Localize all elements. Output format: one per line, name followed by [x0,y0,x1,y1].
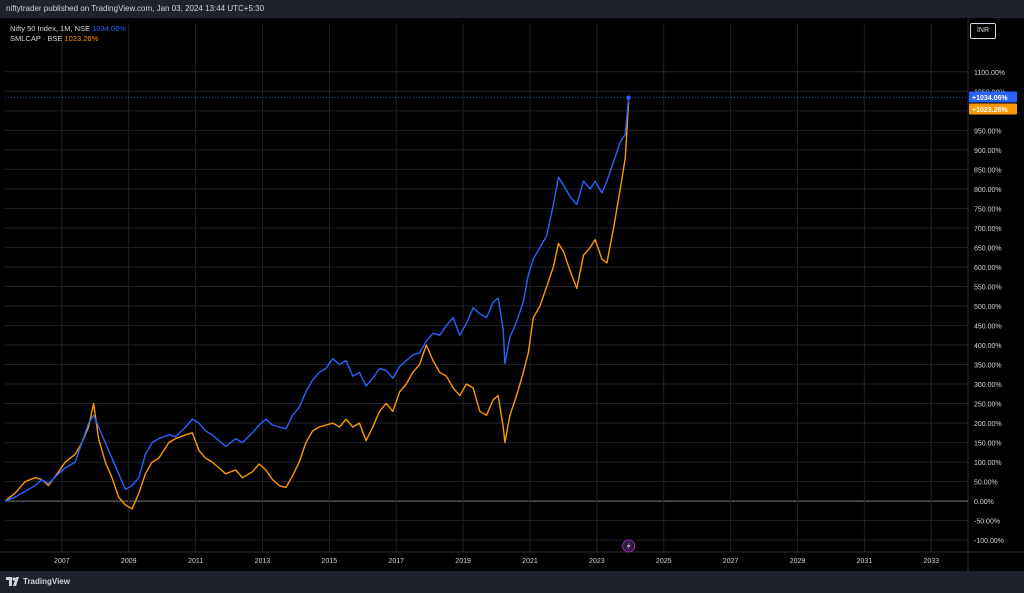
x-tick-label: 2013 [255,558,271,565]
smlcap-last-value-tag: +1023.26% [969,103,1017,115]
y-tick-label: 300.00% [974,382,1002,389]
series-lines [4,97,630,510]
nifty-end-marker [626,95,631,100]
x-tick-label: 2023 [589,558,605,565]
y-tick-label: 850.00% [974,167,1002,174]
y-tick-label: 250.00% [974,402,1002,409]
svg-text:+1023.26%: +1023.26% [972,107,1008,114]
y-tick-label: 350.00% [974,363,1002,370]
nifty-last-value-tag: +1034.06% [969,91,1017,103]
y-tick-label: 900.00% [974,148,1002,155]
x-tick-label: 2015 [322,558,338,565]
y-tick-label: 200.00% [974,421,1002,428]
x-tick-label: 2025 [656,558,672,565]
x-tick-label: 2027 [723,558,739,565]
chart-legend: Nifty 50 Index, 1M, NSE 1034.06% SMLCAP … [10,24,126,44]
y-tick-label: 500.00% [974,304,1002,311]
y-tick-label: 650.00% [974,245,1002,252]
publish-header: niftytrader published on TradingView.com… [0,0,1024,18]
smlcap-line [4,101,630,510]
y-tick-label: -100.00% [974,538,1004,545]
y-tick-label: 600.00% [974,265,1002,272]
x-tick-label: 2029 [790,558,806,565]
x-tick-label: 2011 [188,558,203,565]
y-tick-label: 0.00% [974,499,994,506]
legend-smlcap[interactable]: SMLCAP · BSE 1023.26% [10,34,126,44]
svg-text:+1034.06%: +1034.06% [972,95,1008,102]
legend-nifty-value: 1034.06% [92,24,126,33]
tradingview-brand: TradingView [23,577,70,586]
y-tick-label: 50.00% [974,480,998,487]
y-tick-label: 1100.00% [974,70,1005,77]
y-tick-label: 550.00% [974,284,1002,291]
y-tick-label: 450.00% [974,323,1002,330]
legend-nifty[interactable]: Nifty 50 Index, 1M, NSE 1034.06% [10,24,126,34]
y-tick-label: -50.00% [974,519,1000,526]
y-tick-label: 700.00% [974,226,1002,233]
x-axis-labels: 2007 2009 2011 2013 2015 2017 2019 2021 2023 2025… [54,558,939,565]
x-tick-label: 2033 [923,558,939,565]
x-tick-label: 2007 [54,558,70,565]
nifty-line [4,97,630,502]
tradingview-logo[interactable]: TradingView [6,577,70,586]
x-tick-label: 2031 [857,558,873,565]
x-tick-label: 2019 [455,558,471,565]
y-tick-label: 750.00% [974,206,1002,213]
event-lightning-icon [622,539,636,553]
price-chart[interactable]: 1100.00%1050.00%1000.00%950.00%900.00%85… [0,18,1024,571]
footer-bar: TradingView [0,571,1024,593]
currency-button[interactable]: INR [970,23,996,39]
x-tick-label: 2021 [522,558,538,565]
legend-smlcap-name: SMLCAP · BSE [10,34,63,43]
y-axis-labels: 1100.00%1050.00%1000.00%950.00%900.00%85… [974,70,1006,545]
y-tick-label: 400.00% [974,343,1002,350]
y-tick-label: 150.00% [974,441,1002,448]
chart-area[interactable]: 1100.00%1050.00%1000.00%950.00%900.00%85… [0,18,1024,571]
legend-smlcap-value: 1023.26% [64,34,99,43]
y-tick-label: 800.00% [974,187,1002,194]
grid-lines [0,18,1024,571]
y-tick-label: 100.00% [974,460,1002,467]
publish-header-text: niftytrader published on TradingView.com… [6,4,265,13]
x-tick-label: 2017 [388,558,404,565]
x-tick-label: 2009 [121,558,137,565]
tradingview-logo-icon [6,577,19,586]
y-tick-label: 950.00% [974,128,1002,135]
legend-nifty-name: Nifty 50 Index, 1M, NSE [10,24,91,33]
markers: +1034.06% +1023.26% [622,91,1017,553]
